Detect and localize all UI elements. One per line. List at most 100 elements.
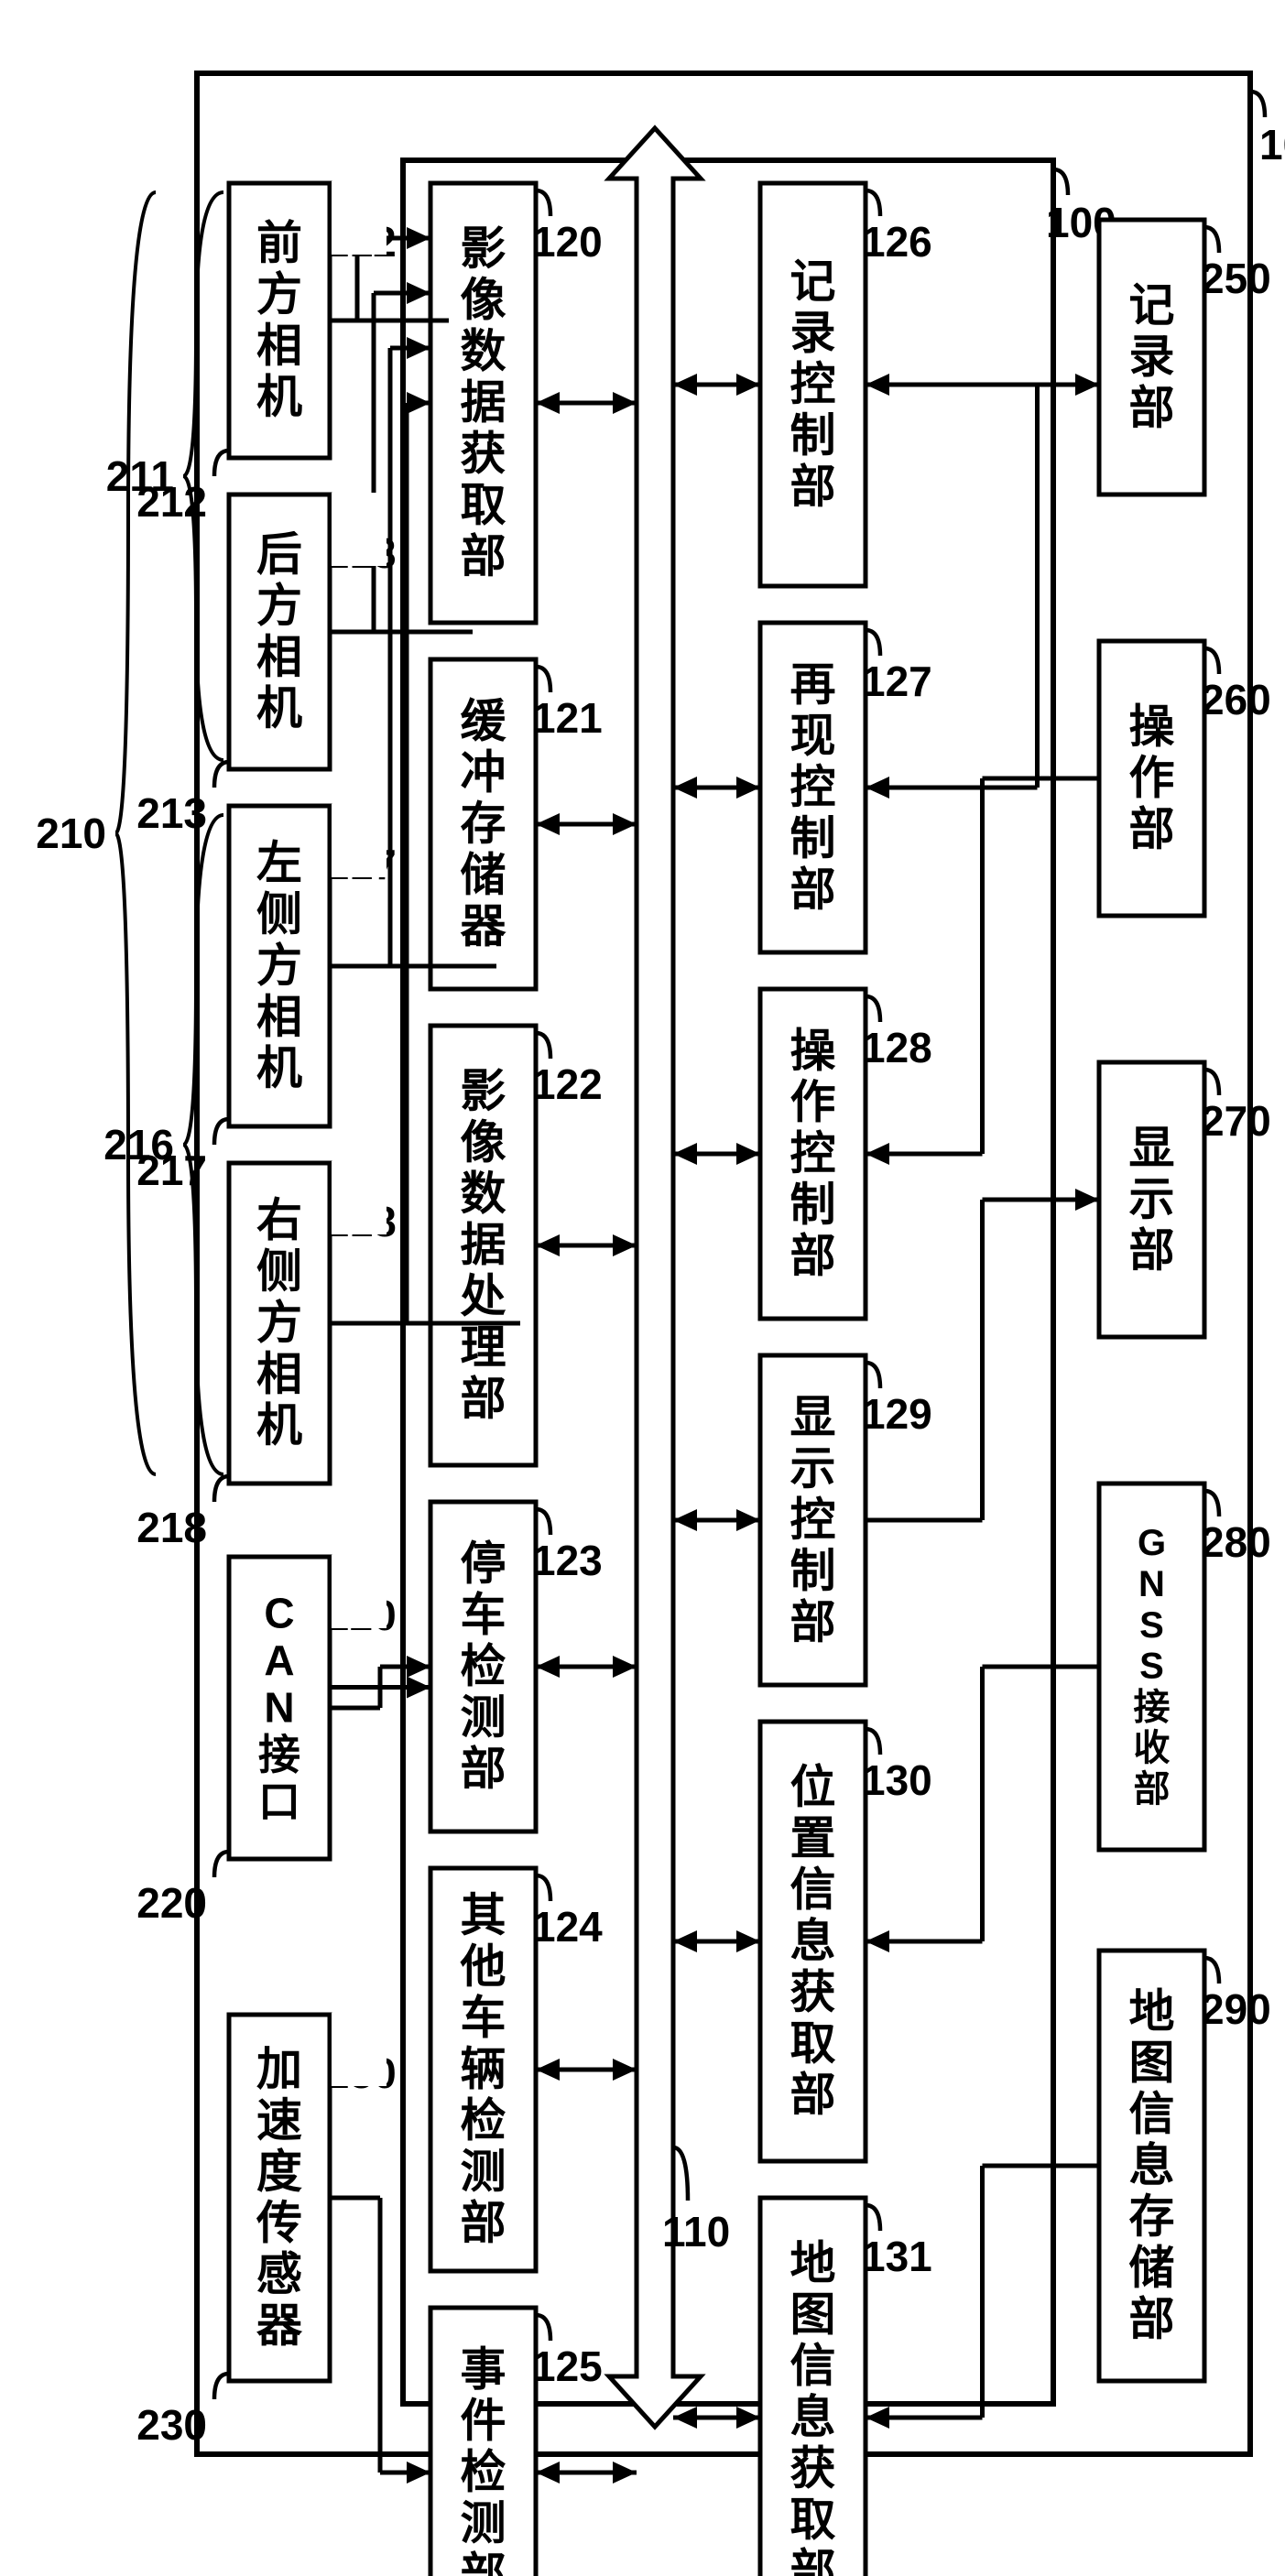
svg-text:部: 部 bbox=[1129, 2294, 1175, 2345]
svg-text:他: 他 bbox=[460, 1941, 506, 1993]
svg-text:存: 存 bbox=[461, 799, 506, 850]
svg-text:125: 125 bbox=[532, 2342, 603, 2390]
svg-text:130: 130 bbox=[862, 1756, 932, 1804]
svg-text:息: 息 bbox=[790, 2392, 836, 2443]
svg-text:129: 129 bbox=[862, 1390, 932, 1438]
svg-text:测: 测 bbox=[461, 1692, 506, 1744]
svg-text:操: 操 bbox=[1129, 701, 1175, 753]
svg-text:处: 处 bbox=[461, 1271, 506, 1322]
svg-text:机: 机 bbox=[256, 1400, 302, 1451]
svg-text:120: 120 bbox=[532, 218, 603, 266]
svg-text:128: 128 bbox=[862, 1024, 932, 1071]
svg-text:121: 121 bbox=[532, 694, 603, 742]
svg-text:右: 右 bbox=[256, 1195, 302, 1246]
svg-text:127: 127 bbox=[862, 658, 932, 705]
svg-text:部: 部 bbox=[461, 1374, 506, 1425]
svg-text:部: 部 bbox=[461, 2198, 506, 2249]
svg-text:速: 速 bbox=[256, 2095, 302, 2147]
svg-text:像: 像 bbox=[461, 1117, 506, 1168]
svg-text:制: 制 bbox=[790, 813, 836, 864]
svg-text:数: 数 bbox=[461, 1168, 506, 1220]
svg-text:前: 前 bbox=[256, 218, 302, 269]
svg-text:存: 存 bbox=[1129, 2191, 1175, 2243]
svg-text:作: 作 bbox=[790, 1077, 836, 1128]
svg-text:冲: 冲 bbox=[461, 747, 506, 799]
svg-text:270: 270 bbox=[1201, 1097, 1271, 1145]
svg-text:作: 作 bbox=[1129, 753, 1175, 804]
svg-text:部: 部 bbox=[461, 1744, 506, 1795]
svg-text:218: 218 bbox=[136, 1504, 207, 1551]
svg-text:操: 操 bbox=[790, 1026, 836, 1077]
svg-text:信: 信 bbox=[790, 2341, 836, 2392]
svg-text:相: 相 bbox=[256, 321, 302, 372]
svg-text:接: 接 bbox=[1134, 1687, 1171, 1727]
svg-text:据: 据 bbox=[461, 377, 506, 429]
svg-text:信: 信 bbox=[1129, 2089, 1175, 2140]
svg-text:测: 测 bbox=[461, 2147, 506, 2198]
svg-text:储: 储 bbox=[461, 850, 506, 901]
svg-text:理: 理 bbox=[461, 1322, 506, 1374]
svg-text:217: 217 bbox=[136, 1147, 207, 1194]
svg-text:件: 件 bbox=[461, 2396, 506, 2447]
svg-text:S: S bbox=[1139, 1647, 1164, 1687]
svg-text:126: 126 bbox=[862, 218, 932, 266]
svg-text:部: 部 bbox=[1134, 1769, 1171, 1810]
svg-text:控: 控 bbox=[790, 1128, 836, 1179]
svg-text:后: 后 bbox=[256, 529, 302, 581]
svg-text:息: 息 bbox=[1129, 2140, 1175, 2191]
svg-text:图: 图 bbox=[1129, 2038, 1175, 2089]
svg-text:131: 131 bbox=[862, 2233, 932, 2280]
svg-text:方: 方 bbox=[256, 940, 302, 992]
svg-text:230: 230 bbox=[136, 2401, 207, 2449]
svg-text:据: 据 bbox=[461, 1220, 506, 1271]
svg-text:G: G bbox=[1138, 1523, 1166, 1563]
svg-text:显: 显 bbox=[790, 1392, 836, 1443]
svg-text:左: 左 bbox=[256, 838, 302, 889]
svg-text:取: 取 bbox=[790, 2494, 836, 2546]
svg-text:车: 车 bbox=[461, 1993, 506, 2044]
svg-text:123: 123 bbox=[532, 1537, 603, 1584]
svg-text:位: 位 bbox=[790, 1762, 836, 1813]
svg-text:记: 记 bbox=[1129, 280, 1175, 332]
svg-text:方: 方 bbox=[256, 269, 302, 321]
svg-text:其: 其 bbox=[461, 1890, 506, 1941]
svg-text:N: N bbox=[264, 1684, 294, 1732]
svg-text:控: 控 bbox=[790, 1495, 836, 1546]
svg-text:N: N bbox=[1138, 1564, 1165, 1604]
svg-text:控: 控 bbox=[790, 762, 836, 813]
svg-text:感: 感 bbox=[256, 2249, 302, 2300]
svg-text:示: 示 bbox=[1129, 1174, 1175, 1225]
svg-text:车: 车 bbox=[461, 1590, 506, 1641]
svg-text:部: 部 bbox=[790, 1231, 836, 1282]
svg-text:现: 现 bbox=[790, 711, 836, 762]
svg-text:C: C bbox=[264, 1590, 294, 1637]
svg-text:传: 传 bbox=[256, 2198, 302, 2249]
svg-text:机: 机 bbox=[256, 1043, 302, 1094]
svg-text:地: 地 bbox=[1129, 1986, 1175, 2038]
svg-text:储: 储 bbox=[1129, 2243, 1175, 2294]
svg-text:124: 124 bbox=[532, 1903, 603, 1951]
svg-text:记: 记 bbox=[790, 256, 836, 308]
svg-text:获: 获 bbox=[461, 429, 506, 480]
svg-text:制: 制 bbox=[790, 1179, 836, 1231]
svg-text:10: 10 bbox=[1259, 121, 1285, 168]
svg-text:122: 122 bbox=[532, 1060, 603, 1108]
svg-text:息: 息 bbox=[790, 1916, 836, 1967]
svg-text:侧: 侧 bbox=[256, 889, 302, 940]
svg-text:取: 取 bbox=[790, 2018, 836, 2070]
svg-text:260: 260 bbox=[1201, 676, 1271, 723]
svg-text:相: 相 bbox=[256, 992, 302, 1043]
svg-text:213: 213 bbox=[136, 789, 207, 837]
svg-text:像: 像 bbox=[461, 275, 506, 326]
svg-text:相: 相 bbox=[256, 1349, 302, 1400]
svg-text:停: 停 bbox=[461, 1538, 506, 1590]
svg-text:器: 器 bbox=[256, 2300, 303, 2352]
svg-text:加: 加 bbox=[256, 2044, 302, 2095]
svg-text:方: 方 bbox=[256, 1298, 302, 1349]
svg-text:方: 方 bbox=[256, 581, 302, 632]
svg-text:录: 录 bbox=[790, 308, 836, 359]
svg-text:示: 示 bbox=[790, 1443, 836, 1495]
svg-text:290: 290 bbox=[1201, 1985, 1271, 2033]
svg-text:部: 部 bbox=[1129, 1225, 1175, 1277]
svg-text:212: 212 bbox=[136, 478, 207, 526]
